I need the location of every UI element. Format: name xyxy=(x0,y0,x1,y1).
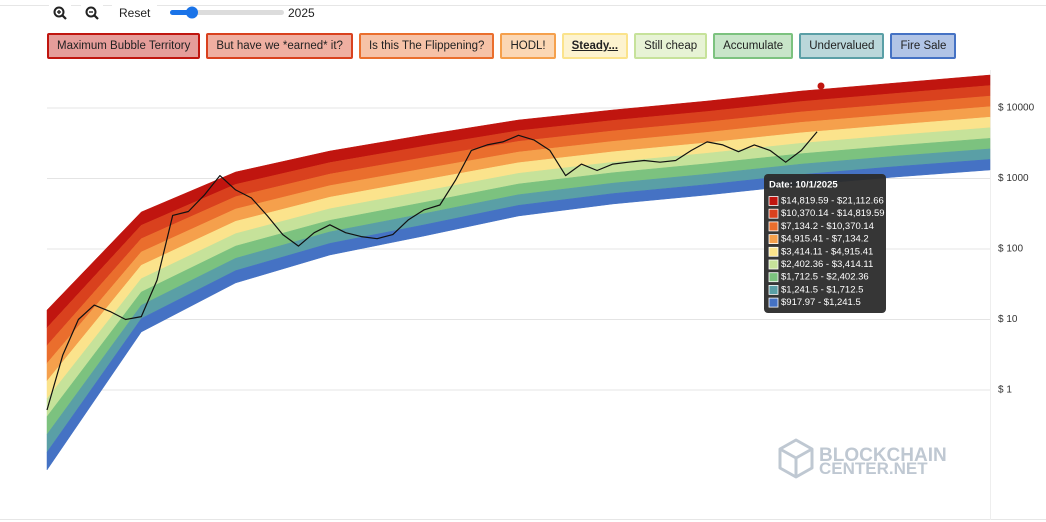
tooltip-row: $10,370.14 - $14,819.59 xyxy=(781,208,885,219)
tooltip-row: $2,402.36 - $3,414.11 xyxy=(781,259,873,270)
y-tick-label: $ 1 xyxy=(998,385,1012,396)
tooltip-title: Date: 10/1/2025 xyxy=(769,180,838,191)
legend-button[interactable]: Accumulate xyxy=(713,33,794,59)
tooltip-box xyxy=(764,174,886,313)
tooltip: Date: 10/1/2025 $14,819.59 - $21,112.66$… xyxy=(764,174,886,313)
toolbar: Reset 2025 xyxy=(0,0,1046,26)
year-slider[interactable] xyxy=(170,6,284,20)
price-line xyxy=(46,131,818,411)
watermark-text: CENTER.NET xyxy=(819,459,928,478)
zoom-out-icon xyxy=(85,6,99,20)
tooltip-swatch xyxy=(768,221,779,232)
tooltip-row: $14,819.59 - $21,112.66 xyxy=(781,196,884,207)
tooltip-swatch xyxy=(768,246,779,257)
tooltip-row: $1,241.5 - $1,712.5 xyxy=(781,284,863,295)
legend-button[interactable]: Undervalued xyxy=(799,33,885,59)
tooltip-swatch xyxy=(768,234,779,245)
tooltip-swatch xyxy=(768,208,779,219)
y-tick-label: $ 1000 xyxy=(998,173,1029,184)
reset-button[interactable]: Reset xyxy=(112,3,158,23)
legend-button[interactable]: Fire Sale xyxy=(890,33,957,59)
hover-dot xyxy=(817,82,825,90)
band xyxy=(46,159,991,471)
tooltip-row: $4,915.41 - $7,134.2 xyxy=(781,234,869,245)
tooltip-row: $1,712.5 - $2,402.36 xyxy=(781,272,869,283)
tooltip-row: $3,414.11 - $4,915.41 xyxy=(781,246,873,257)
zoom-in[interactable] xyxy=(49,3,71,23)
tooltip-swatch xyxy=(768,297,779,308)
legend-button[interactable]: Maximum Bubble Territory xyxy=(47,33,201,59)
zoom-out[interactable] xyxy=(81,3,103,23)
tooltip-swatch xyxy=(768,259,779,270)
y-tick-label: $ 10 xyxy=(998,314,1018,325)
tooltip-swatch xyxy=(768,284,779,295)
legend-button[interactable]: Is this The Flippening? xyxy=(358,33,495,59)
watermark: BLOCKCHAIN CENTER.NET xyxy=(778,438,947,479)
bands xyxy=(46,74,991,471)
slider-thumb[interactable] xyxy=(186,6,198,19)
y-axis: $ 1 $ 10 $ 100 $ 1000 $ 10000 xyxy=(998,103,1035,396)
legend-button[interactable]: HODL! xyxy=(500,33,556,59)
year-label: 2025 xyxy=(288,6,315,20)
tooltip-row: $917.97 - $1,241.5 xyxy=(781,297,861,308)
y-tick-label: $ 100 xyxy=(998,244,1023,255)
watermark-text: BLOCKCHAIN xyxy=(819,445,947,466)
tooltip-swatch xyxy=(768,196,779,206)
tooltip-swatch xyxy=(768,272,779,283)
slider-track xyxy=(170,10,284,15)
price-layer xyxy=(46,131,818,411)
y-tick-label: $ 10000 xyxy=(998,103,1035,114)
watermark-logo xyxy=(778,438,814,479)
legend-button[interactable]: Steady... xyxy=(561,33,629,59)
legend-button[interactable]: Still cheap xyxy=(634,33,708,59)
zoom-in-icon xyxy=(53,6,67,20)
legend: Maximum Bubble Territory But have we *ear… xyxy=(47,33,957,59)
tooltip-row: $7,134.2 - $10,370.14 xyxy=(781,221,874,232)
legend-button[interactable]: But have we *earned* it? xyxy=(206,33,353,59)
